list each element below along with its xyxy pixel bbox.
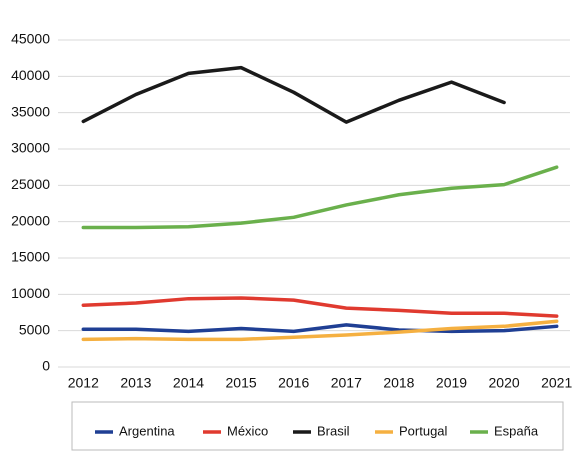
series-line	[81, 165, 559, 230]
x-tick-label: 2014	[173, 375, 204, 391]
x-tick-label: 2017	[331, 375, 362, 391]
legend-label: Portugal	[399, 423, 448, 438]
legend-label: España	[494, 423, 539, 438]
x-tick-label: 2020	[489, 375, 520, 391]
x-tick-label: 2013	[120, 375, 151, 391]
series-line	[81, 319, 559, 342]
y-tick-label: 5000	[19, 321, 50, 337]
y-tick-label: 30000	[11, 140, 50, 156]
series-line	[81, 296, 559, 318]
x-tick-label: 2021	[541, 375, 572, 391]
x-tick-label: 2019	[436, 375, 467, 391]
legend-label: Argentina	[119, 423, 175, 438]
x-tick-label: 2018	[383, 375, 414, 391]
x-tick-label: 2015	[226, 375, 257, 391]
y-tick-label: 45000	[11, 31, 50, 47]
legend-label: México	[227, 423, 268, 438]
x-tick-label: 2016	[278, 375, 309, 391]
y-tick-label: 40000	[11, 67, 50, 83]
y-tick-label: 35000	[11, 103, 50, 119]
y-tick-label: 15000	[11, 249, 50, 265]
y-tick-label: 25000	[11, 176, 50, 192]
series-line	[81, 65, 506, 124]
series-line	[81, 323, 559, 334]
y-tick-label: 0	[42, 358, 50, 374]
y-tick-label: 20000	[11, 212, 50, 228]
y-tick-label: 10000	[11, 285, 50, 301]
x-tick-label: 2012	[68, 375, 99, 391]
legend-box	[71, 401, 564, 451]
legend-label: Brasil	[317, 423, 350, 438]
